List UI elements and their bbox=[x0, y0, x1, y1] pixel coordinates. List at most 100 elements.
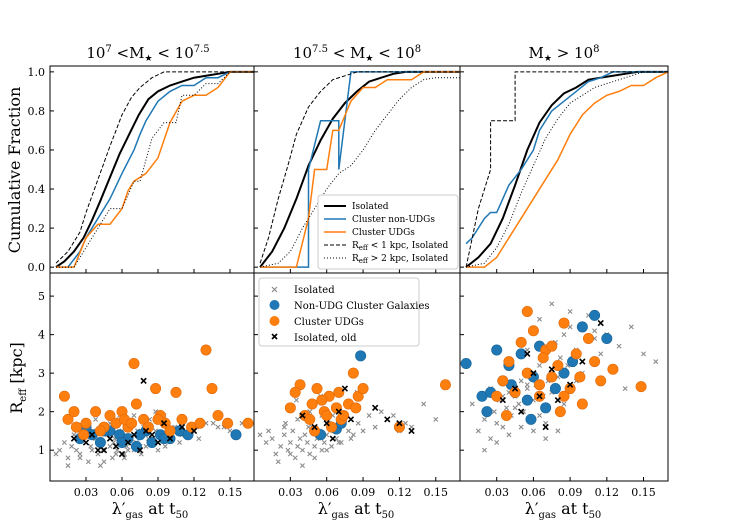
legend-bottom-isolated-marker bbox=[271, 286, 278, 293]
panel-5-point-isolated bbox=[329, 443, 335, 449]
panel-5-point-isolated-old bbox=[396, 420, 403, 427]
panel-5-point-isolated bbox=[281, 432, 287, 438]
panel-5-point-cluster-udgs bbox=[333, 386, 345, 398]
panel-6-point-cluster-udgs bbox=[521, 367, 533, 379]
panel-6-point-isolated bbox=[524, 386, 530, 392]
panel-4-point-isolated-old bbox=[82, 439, 90, 446]
x-axis-label-1: λ′gas at t50 bbox=[112, 499, 189, 521]
x-tick-label: 0.12 bbox=[595, 486, 620, 499]
panel-4-point-non-udg-cluster-galaxies bbox=[230, 429, 242, 441]
panel-5-point-isolated bbox=[275, 459, 281, 465]
panel-4-point-isolated bbox=[177, 439, 183, 445]
panel-4-point-cluster-udgs bbox=[242, 417, 254, 429]
panel-4-point-isolated bbox=[69, 443, 75, 449]
panel-6-point-isolated bbox=[475, 428, 481, 434]
panel-5-point-isolated bbox=[295, 443, 301, 449]
panel-6-plot bbox=[460, 301, 659, 453]
panel-5-plot bbox=[257, 350, 451, 469]
panel-4-point-isolated bbox=[89, 447, 95, 453]
panel-6-point-cluster-udgs bbox=[534, 379, 546, 391]
panel-6-point-cluster-udgs bbox=[574, 371, 586, 383]
legend-udg-label: Cluster UDGs bbox=[352, 228, 415, 238]
panel-5-point-cluster-udgs bbox=[306, 398, 318, 410]
panel-6-point-isolated-old bbox=[554, 396, 562, 404]
x-tick-label: 0.12 bbox=[387, 486, 412, 499]
panel-4-point-isolated-old bbox=[160, 420, 168, 427]
panel-5-point-cluster-udgs bbox=[309, 425, 321, 437]
panel-5-point-isolated bbox=[307, 451, 313, 457]
panel-6-point-cluster-udgs bbox=[497, 375, 509, 387]
panel-5-point-isolated bbox=[263, 439, 269, 445]
panel-1-plot bbox=[55, 70, 254, 268]
panel-4-point-isolated-old bbox=[130, 431, 138, 438]
panel-5-point-isolated-old bbox=[384, 416, 391, 423]
panel-6-point-isolated bbox=[555, 428, 561, 434]
bottom-y-axis-label: Reff [kpc] bbox=[7, 342, 29, 414]
panel-6-point-cluster-udgs bbox=[595, 375, 607, 387]
panel-4-point-cluster-udgs bbox=[176, 413, 188, 425]
panel-6-point-cluster-udgs bbox=[582, 332, 594, 344]
panel-5-point-cluster-udgs bbox=[289, 386, 301, 398]
panel-6-point-cluster-udgs bbox=[500, 410, 512, 422]
panel-4-point-isolated bbox=[85, 459, 91, 465]
x-tick-label: 0.09 bbox=[558, 486, 583, 499]
panel-6-point-isolated-old bbox=[536, 393, 543, 400]
frame-bottom-1 bbox=[49, 272, 255, 482]
panel-5-point-isolated bbox=[266, 428, 272, 434]
panel-5-point-cluster-udgs bbox=[284, 402, 296, 414]
panel-6-point-non-udg-cluster-galaxies bbox=[549, 383, 561, 395]
panel-4-point-cluster-udgs bbox=[128, 358, 140, 370]
panel-5-point-cluster-udgs bbox=[347, 367, 359, 379]
panel-4-point-cluster-udgs bbox=[126, 417, 138, 429]
panel-5-point-isolated bbox=[372, 424, 378, 430]
panel-6-point-isolated bbox=[567, 309, 573, 315]
panel-5-point-isolated bbox=[324, 447, 330, 453]
panel-4-point-cluster-udgs bbox=[62, 413, 74, 425]
panel-5-point-isolated-old bbox=[335, 408, 342, 415]
panel-5-point-isolated bbox=[433, 416, 439, 422]
panel-4-point-isolated-old bbox=[88, 431, 96, 438]
x-axis-label-3: λ′gas at t50 bbox=[525, 499, 602, 521]
panel-4-point-cluster-udgs bbox=[200, 344, 212, 356]
panel-frames bbox=[49, 65, 669, 482]
panel-2-line-cluster-udgs bbox=[260, 71, 460, 268]
panel-5-point-isolated-old bbox=[408, 427, 415, 435]
panel-3-line-r-eff-2-kpc-isolated bbox=[465, 71, 668, 268]
y-tick-label: 1 bbox=[38, 444, 45, 457]
panel-4-point-isolated bbox=[97, 463, 103, 469]
panel-5-point-isolated bbox=[290, 428, 296, 434]
x-tick-label: 0.15 bbox=[424, 486, 449, 499]
panel-5-point-isolated-old bbox=[347, 416, 355, 423]
panel-title-1: 107 <M★ < 107.5 bbox=[86, 44, 209, 64]
panel-4-point-isolated-old bbox=[124, 439, 132, 446]
panel-4-point-cluster-udgs bbox=[170, 386, 182, 398]
panel-6-point-isolated bbox=[469, 401, 475, 407]
panel-4-point-cluster-udgs bbox=[206, 383, 218, 395]
panel-6-point-isolated bbox=[530, 428, 536, 434]
legend-bottom: Isolated Non-UDG Cluster Galaxies Cluste… bbox=[258, 277, 430, 347]
panel-6-point-isolated-old bbox=[511, 385, 519, 392]
panel-4-point-isolated bbox=[57, 447, 63, 453]
panel-6-point-non-udg-cluster-galaxies bbox=[491, 344, 503, 356]
panel-6-point-cluster-udgs bbox=[503, 356, 515, 368]
panel-6-point-isolated bbox=[518, 424, 524, 430]
panel-5-point-isolated bbox=[355, 420, 361, 426]
x-tick-label: 0.09 bbox=[351, 486, 376, 499]
panel-6-point-cluster-udgs bbox=[552, 359, 564, 371]
panel-4-point-isolated bbox=[77, 455, 83, 461]
panel-6-point-non-udg-cluster-galaxies bbox=[601, 332, 613, 344]
y-tick-label: 0.8 bbox=[28, 105, 46, 118]
panel-6-point-non-udg-cluster-galaxies bbox=[515, 348, 527, 360]
panel-6-point-isolated bbox=[561, 401, 567, 407]
panel-4-point-isolated-old bbox=[106, 435, 114, 442]
legend-nonudg-label: Cluster non-UDGs bbox=[352, 215, 435, 225]
panel-5-point-isolated bbox=[319, 447, 325, 453]
y-tick-label: 2 bbox=[38, 406, 45, 419]
panel-5-point-isolated bbox=[297, 436, 303, 442]
panel-5-point-cluster-udgs bbox=[350, 402, 362, 414]
panel-6-point-isolated-old bbox=[530, 369, 537, 377]
panel-5-point-isolated bbox=[321, 439, 327, 445]
panel-5-point-isolated bbox=[350, 432, 356, 438]
panel-5-point-cluster-udgs bbox=[439, 379, 451, 391]
panel-6-point-isolated bbox=[557, 355, 563, 361]
